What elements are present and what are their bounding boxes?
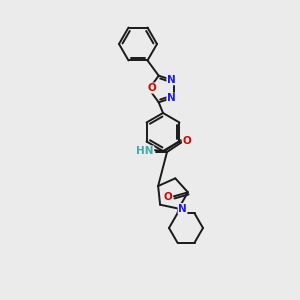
Text: O: O [148, 83, 156, 93]
Text: HN: HN [136, 146, 154, 156]
Text: O: O [164, 192, 172, 202]
Text: O: O [183, 136, 191, 146]
Text: N: N [167, 93, 176, 103]
Text: N: N [167, 75, 176, 85]
Text: N: N [178, 204, 187, 214]
